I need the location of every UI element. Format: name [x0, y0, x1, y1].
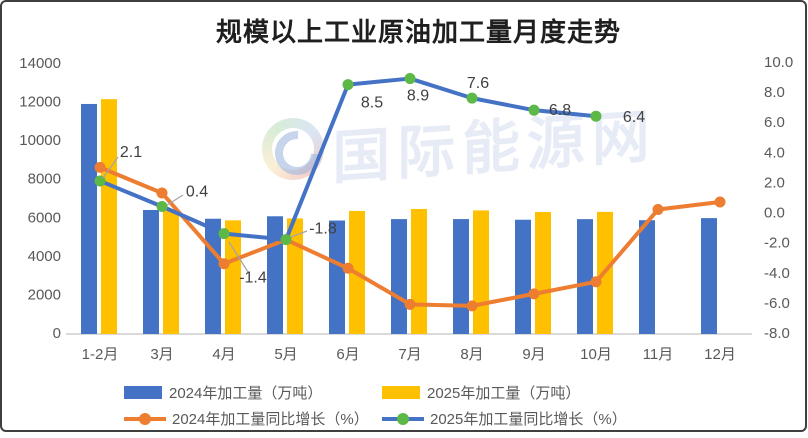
data-label-2025-growth: 6.8 [549, 102, 571, 119]
left-axis-tick-label: 2000 [28, 286, 61, 303]
marker-2024-growth [218, 258, 230, 270]
legend-label-2025-line: 2025年加工量同比增长（%） [430, 411, 627, 428]
left-axis-tick-label: 0 [53, 325, 61, 342]
left-axis-tick-label: 12000 [19, 94, 61, 111]
x-axis-tick-label: 7月 [398, 346, 421, 363]
data-label-2025-growth: -1.4 [239, 270, 267, 287]
x-axis-tick-label: 9月 [522, 346, 545, 363]
data-label-2025-growth: 0.4 [186, 184, 208, 201]
x-axis-tick-label: 1-2月 [82, 346, 119, 363]
right-axis-tick-label: 10.0 [764, 54, 793, 71]
bar-2024-12月 [701, 218, 717, 334]
bar-2024-8月 [453, 219, 469, 334]
bar-2024-11月 [639, 220, 655, 334]
legend-label-2024-line: 2024年加工量同比增长（%） [172, 411, 369, 428]
bar-2025-8月 [473, 210, 489, 334]
x-axis-tick-label: 12月 [704, 346, 736, 363]
x-axis-tick-label: 8月 [460, 346, 483, 363]
marker-2024-growth [528, 288, 540, 300]
bar-2024-4月 [205, 218, 221, 334]
marker-2025-growth [590, 110, 602, 122]
marker-2025-growth [466, 92, 478, 104]
marker-2024-growth [714, 196, 726, 208]
chart-title: 规模以上工业原油加工量月度走势 [215, 18, 621, 48]
x-axis-tick-label: 10月 [580, 346, 612, 363]
data-label-2025-growth: 8.5 [361, 95, 383, 112]
legend-label-2025-bar: 2025年加工量（万吨） [427, 385, 580, 402]
right-axis-tick-label: 2.0 [764, 174, 785, 191]
left-axis-tick-label: 6000 [28, 209, 61, 226]
left-axis-tick-label: 4000 [28, 248, 61, 265]
marker-2025-growth [528, 104, 540, 116]
x-axis-tick-label: 4月 [212, 346, 235, 363]
marker-2025-growth [280, 234, 292, 246]
right-axis-tick-label: 4.0 [764, 144, 785, 161]
marker-2025-growth [404, 73, 416, 85]
marker-2025-growth [156, 201, 168, 213]
x-axis-tick-label: 6月 [336, 346, 359, 363]
watermark-logo-icon [262, 110, 329, 186]
marker-2025-growth [218, 228, 230, 240]
bar-2025-9月 [535, 212, 551, 334]
legend-marker-2025 [397, 413, 409, 425]
right-axis-tick-label: 0.0 [764, 205, 785, 222]
data-label-leader-line [290, 230, 308, 238]
legend-label-2024-bar: 2024年加工量（万吨） [169, 385, 322, 402]
right-axis-tick-label: -4.0 [764, 265, 790, 282]
bar-2024-7月 [391, 219, 407, 334]
bar-2024-3月 [143, 209, 159, 334]
x-axis-tick-label: 11月 [643, 346, 674, 363]
marker-2024-growth [590, 276, 602, 288]
legend-swatch-2025-bar [382, 386, 420, 399]
bar-2024-1-2月 [81, 103, 97, 334]
chart-canvas: 0 2000 4000 6000 8000 10000 12000 14000 -8.0 -6.0… [19, 54, 793, 428]
bar-2024-10月 [577, 219, 593, 334]
right-axis-tick-label: -6.0 [764, 295, 790, 312]
data-label-2025-growth: -1.8 [309, 221, 337, 238]
bar-2025-3月 [163, 209, 179, 334]
right-axis-tick-label: -8.0 [764, 325, 790, 342]
legend-marker-2024 [139, 413, 151, 425]
x-axis-tick-label: 3月 [150, 346, 173, 363]
watermark: 国际能源网 [262, 104, 657, 191]
legend-swatch-2024-bar [124, 386, 162, 399]
right-axis-tick-label: 8.0 [764, 84, 785, 101]
bar-2024-6月 [329, 220, 345, 334]
left-axis-tick-label: 8000 [28, 171, 61, 188]
marker-2025-growth [94, 175, 106, 187]
data-label-2025-growth: 6.4 [623, 109, 645, 126]
marker-2024-growth [652, 204, 664, 216]
data-label-2025-growth: 8.9 [407, 88, 429, 105]
bar-2025-1-2月 [101, 99, 117, 335]
data-label-leader-line [166, 194, 184, 206]
marker-2024-growth [342, 262, 354, 274]
marker-2024-growth [466, 300, 478, 312]
left-axis-tick-label: 14000 [19, 55, 61, 72]
right-axis-tick-label: -2.0 [764, 235, 790, 252]
bar-2024-5月 [267, 216, 283, 334]
marker-2024-growth [156, 187, 168, 199]
bar-2024-9月 [515, 219, 531, 334]
right-axis-tick-label: 6.0 [764, 114, 785, 131]
data-label-leader-line [228, 241, 249, 273]
data-label-2025-growth: 2.1 [120, 144, 142, 161]
data-label-leader-line [102, 156, 119, 179]
marker-2025-growth [342, 79, 354, 91]
bar-2025-4月 [225, 220, 241, 334]
left-axis-tick-label: 10000 [19, 132, 61, 149]
marker-2024-growth [404, 298, 416, 310]
x-axis-tick-label: 5月 [274, 346, 297, 363]
marker-2024-growth [94, 161, 106, 173]
data-label-2025-growth: 7.6 [467, 75, 489, 92]
bar-2025-7月 [411, 208, 427, 334]
